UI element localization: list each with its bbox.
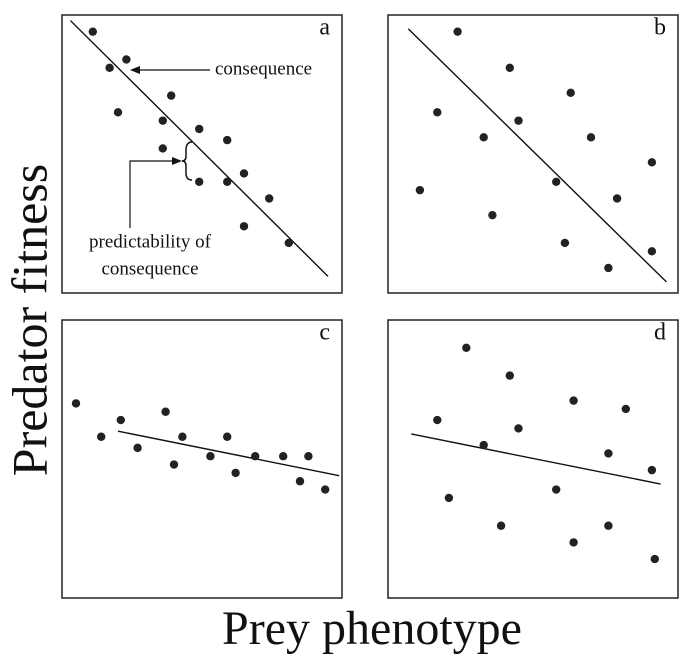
data-point [569, 538, 578, 547]
data-point [223, 135, 232, 145]
panel-frame [61, 14, 343, 294]
panel-label: c [319, 320, 330, 346]
data-point [569, 396, 578, 405]
fit-line [117, 430, 340, 477]
panel-label: d [654, 320, 666, 346]
data-point [265, 194, 274, 203]
data-point [231, 468, 240, 478]
data-point [514, 116, 523, 125]
data-point [560, 238, 570, 248]
data-point [433, 108, 442, 117]
data-point [133, 443, 142, 453]
annotation: consequence [215, 58, 312, 79]
data-point [552, 485, 561, 494]
data-point [279, 452, 288, 461]
panel-label: b [654, 15, 666, 41]
data-point [552, 177, 561, 186]
data-point [453, 27, 462, 36]
data-point [284, 238, 293, 248]
y-axis-label: Predator fitness [1, 164, 57, 476]
panel-label: a [319, 15, 330, 41]
data-point [650, 554, 659, 564]
data-point [161, 407, 170, 416]
data-point [479, 133, 488, 142]
data-point [122, 55, 131, 64]
data-point [195, 177, 204, 186]
data-point [586, 133, 596, 142]
fit-line [407, 28, 667, 283]
data-point [223, 432, 232, 441]
data-point [604, 521, 613, 530]
data-point [71, 399, 81, 408]
data-point [604, 263, 613, 273]
data-point [604, 449, 613, 458]
annotation: consequence [101, 258, 198, 279]
data-point [158, 144, 167, 153]
data-point [239, 222, 249, 231]
data-point [647, 465, 657, 475]
arrow-head [172, 157, 182, 165]
data-point [479, 440, 488, 450]
data-point [488, 210, 497, 220]
data-point [621, 404, 630, 414]
data-point [647, 247, 657, 256]
data-point [647, 158, 657, 167]
data-point [239, 169, 249, 178]
data-point [223, 177, 232, 186]
x-axis-label: Prey phenotype [222, 602, 522, 655]
fit-line [69, 20, 329, 277]
data-point [444, 493, 454, 503]
data-point [566, 88, 575, 98]
data-point [116, 415, 126, 425]
data-point [321, 485, 330, 494]
panel-frame [387, 14, 679, 294]
data-point [113, 108, 123, 117]
data-point [514, 424, 523, 433]
arrow-head [130, 66, 140, 74]
data-point [88, 27, 98, 36]
data-point [206, 452, 215, 461]
data-point [462, 343, 471, 352]
annotation: predictability of [89, 231, 212, 252]
data-point [169, 460, 179, 469]
data-point [195, 124, 204, 134]
data-point [612, 194, 622, 203]
data-point [178, 432, 187, 441]
data-point [97, 432, 106, 441]
data-point [105, 63, 114, 73]
data-point [158, 116, 167, 125]
data-point [295, 477, 305, 486]
panel-frame [61, 319, 343, 599]
data-point [496, 521, 506, 530]
fit-line [411, 433, 661, 485]
brace [181, 141, 193, 181]
data-point [167, 91, 176, 100]
annotation-arrow [129, 160, 178, 228]
data-point [304, 452, 313, 461]
data-point [433, 415, 442, 425]
data-point [505, 63, 514, 73]
data-point [505, 371, 514, 380]
panel-frame [387, 319, 679, 599]
data-point [415, 185, 425, 195]
data-point [251, 452, 260, 461]
